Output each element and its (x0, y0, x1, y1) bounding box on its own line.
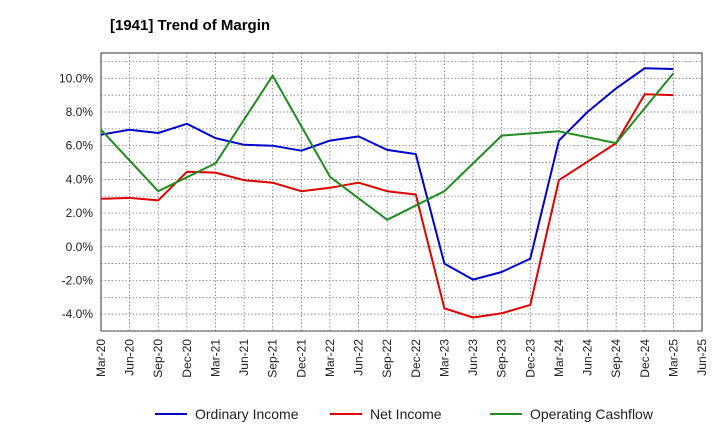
x-tick-label: Mar-25 (666, 339, 680, 377)
x-tick-label: Sep-22 (380, 339, 394, 378)
x-tick-label: Mar-23 (437, 339, 451, 377)
x-tick-label: Jun-21 (237, 339, 251, 376)
x-tick-label: Sep-23 (495, 339, 509, 378)
legend: Ordinary Income Net Income Operating Cashf… (155, 406, 654, 422)
x-tick-label: Mar-20 (94, 339, 108, 377)
x-axis-ticks: Mar-20 Jun-20 Sep-20 Dec-20 Mar-21 Jun-21 Sep-… (94, 339, 709, 378)
x-tick-label: Sep-20 (151, 339, 165, 378)
y-tick-label: 4.0% (66, 172, 94, 186)
x-tick-label: Mar-22 (323, 339, 337, 377)
y-tick-label: 6.0% (66, 139, 94, 153)
series-lines (100, 67, 675, 319)
series-line-operating-cashflow (100, 72, 675, 221)
x-tick-label: Sep-21 (266, 339, 280, 378)
x-tick-label: Mar-21 (208, 339, 222, 377)
x-tick-label: Jun-22 (352, 339, 366, 376)
x-tick-label: Dec-23 (523, 339, 537, 378)
x-tick-label: Mar-24 (552, 339, 566, 377)
y-tick-label: -2.0% (62, 273, 94, 287)
x-tick-label: Dec-24 (638, 339, 652, 378)
y-tick-label: 8.0% (66, 105, 94, 119)
x-tick-label: Jun-20 (123, 339, 137, 376)
x-tick-label: Jun-24 (581, 339, 595, 376)
y-axis-ticks: -4.0% -2.0% 0.0% 2.0% 4.0% 6.0% 8.0% 10.0% (59, 71, 93, 321)
legend-label: Operating Cashflow (530, 406, 654, 422)
x-tick-label: Jun-25 (695, 339, 709, 376)
x-tick-label: Dec-20 (180, 339, 194, 378)
gridlines (101, 53, 702, 332)
y-tick-label: -4.0% (62, 307, 94, 321)
x-tick-label: Dec-22 (409, 339, 423, 378)
legend-label: Net Income (370, 406, 442, 422)
legend-label: Ordinary Income (195, 406, 299, 422)
x-tick-label: Jun-23 (466, 339, 480, 376)
y-tick-label: 10.0% (59, 71, 93, 85)
x-tick-label: Dec-21 (294, 339, 308, 378)
x-tick-label: Sep-24 (609, 339, 623, 378)
series-line-ordinary-income (100, 67, 674, 281)
chart-title: [1941] Trend of Margin (110, 17, 270, 34)
y-tick-label: 0.0% (66, 240, 94, 254)
y-tick-label: 2.0% (66, 206, 94, 220)
